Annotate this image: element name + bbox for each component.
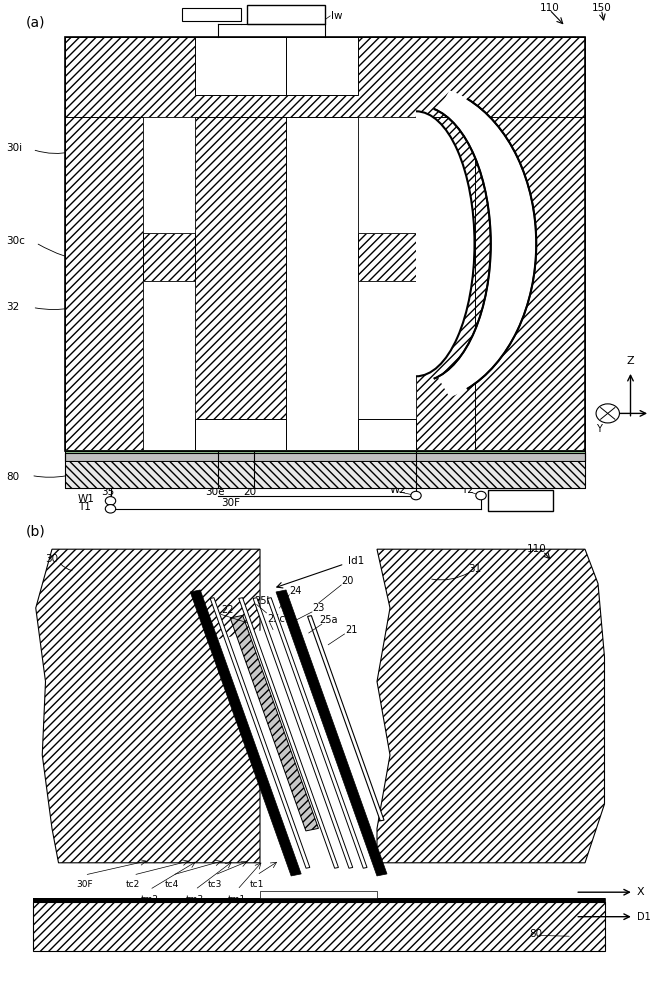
PathPatch shape xyxy=(36,549,260,863)
Text: 31: 31 xyxy=(491,302,504,312)
Bar xyxy=(32,902,604,951)
Text: (b): (b) xyxy=(26,525,46,539)
Text: 35: 35 xyxy=(101,487,114,497)
Text: (a): (a) xyxy=(26,16,46,30)
Text: D1: D1 xyxy=(637,912,650,922)
Text: Z: Z xyxy=(627,356,634,366)
Circle shape xyxy=(105,505,116,513)
Text: 32: 32 xyxy=(6,302,20,312)
Bar xyxy=(358,281,416,450)
Bar xyxy=(307,616,384,821)
Bar xyxy=(358,233,416,281)
Text: tm2: tm2 xyxy=(140,895,159,904)
Text: 22: 22 xyxy=(221,605,234,615)
Text: tc4: tc4 xyxy=(165,880,179,889)
Text: 20: 20 xyxy=(341,576,354,586)
Polygon shape xyxy=(437,90,536,397)
Text: T1: T1 xyxy=(78,502,91,512)
Bar xyxy=(143,37,195,450)
Circle shape xyxy=(105,497,116,505)
Text: W2: W2 xyxy=(390,485,407,495)
Bar xyxy=(65,450,585,453)
Circle shape xyxy=(411,491,421,500)
Bar xyxy=(230,615,318,831)
Bar xyxy=(358,37,416,450)
Text: lw: lw xyxy=(332,11,343,21)
Bar xyxy=(195,37,286,450)
Bar xyxy=(474,37,585,450)
Text: 24: 24 xyxy=(289,586,302,596)
Text: 21: 21 xyxy=(344,625,358,635)
PathPatch shape xyxy=(377,549,604,863)
Text: 30: 30 xyxy=(46,554,58,564)
Bar xyxy=(195,37,286,95)
Text: 80: 80 xyxy=(530,929,543,939)
Bar xyxy=(65,37,585,117)
Text: T2: T2 xyxy=(462,485,474,495)
Text: 110: 110 xyxy=(540,3,559,13)
Text: 23: 23 xyxy=(312,603,325,613)
Bar xyxy=(253,598,353,868)
Bar xyxy=(210,598,310,868)
Bar xyxy=(286,37,358,95)
Wedge shape xyxy=(416,196,474,292)
Text: 30F: 30F xyxy=(76,880,93,889)
Text: 30F: 30F xyxy=(221,498,240,508)
Text: tc1: tc1 xyxy=(250,880,264,889)
Bar xyxy=(190,590,301,876)
Text: 20D: 20D xyxy=(530,498,551,508)
Text: tm3: tm3 xyxy=(186,895,204,904)
Polygon shape xyxy=(416,111,474,376)
Bar xyxy=(358,117,416,233)
Bar xyxy=(143,281,195,450)
Bar xyxy=(260,891,377,898)
Bar xyxy=(143,233,195,281)
Bar xyxy=(276,590,387,876)
Text: 110: 110 xyxy=(526,544,546,554)
Text: 30c: 30c xyxy=(6,236,25,246)
Text: 30: 30 xyxy=(188,10,202,20)
Bar xyxy=(65,453,585,461)
Text: W1: W1 xyxy=(78,494,95,504)
Text: 20: 20 xyxy=(244,487,257,497)
Text: 30i: 30i xyxy=(6,143,23,153)
Text: 30i: 30i xyxy=(491,143,507,153)
Bar xyxy=(286,37,358,450)
Text: 30c: 30c xyxy=(491,236,510,246)
Text: tm1: tm1 xyxy=(228,895,246,904)
Bar xyxy=(32,898,604,902)
Bar xyxy=(195,419,286,450)
Bar xyxy=(65,37,143,450)
Text: Id1: Id1 xyxy=(348,556,364,566)
Bar xyxy=(143,117,195,233)
Text: 25c: 25c xyxy=(267,614,285,624)
Bar xyxy=(65,37,585,450)
Text: tc2: tc2 xyxy=(126,880,140,889)
Bar xyxy=(65,450,585,488)
Text: 25b: 25b xyxy=(254,596,272,606)
Bar xyxy=(65,37,585,450)
Bar xyxy=(182,8,240,21)
Bar xyxy=(267,598,367,868)
Bar xyxy=(239,598,339,868)
Text: 80: 80 xyxy=(6,472,20,482)
Bar xyxy=(488,490,552,511)
Bar xyxy=(247,5,325,24)
Bar xyxy=(32,898,604,902)
Text: X: X xyxy=(637,887,645,897)
Text: 150: 150 xyxy=(592,3,611,13)
Text: tc3: tc3 xyxy=(207,880,222,889)
Text: Y: Y xyxy=(596,424,603,434)
Bar xyxy=(65,461,585,488)
Text: 25a: 25a xyxy=(319,615,337,625)
Circle shape xyxy=(476,491,486,500)
Bar xyxy=(358,419,416,450)
Text: 30D: 30D xyxy=(260,8,281,18)
Text: 31: 31 xyxy=(468,564,481,574)
Text: 30e: 30e xyxy=(205,487,224,497)
Circle shape xyxy=(596,404,619,423)
Bar xyxy=(214,627,348,839)
